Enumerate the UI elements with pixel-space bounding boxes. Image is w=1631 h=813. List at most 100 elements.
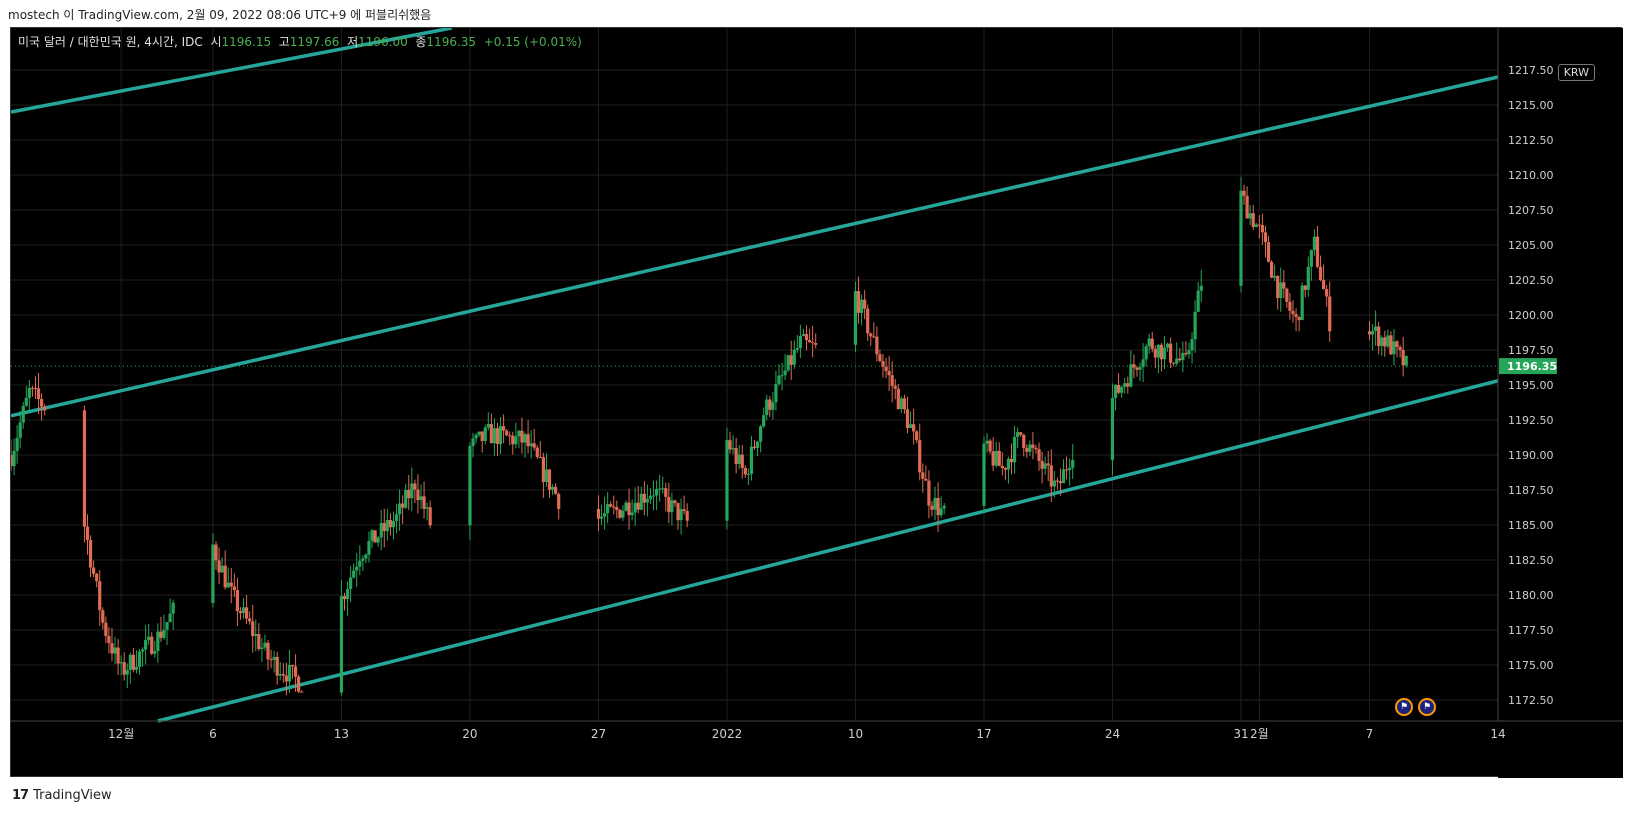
candle-down	[122, 662, 126, 675]
candle-down	[863, 299, 867, 309]
price-tick-label: 1180.00	[1508, 589, 1554, 602]
candle-down	[416, 489, 420, 501]
candle-down	[1049, 465, 1053, 487]
candle-down	[807, 340, 812, 343]
candle-down	[401, 503, 405, 508]
candle-down	[1297, 316, 1301, 321]
candle-up	[492, 428, 497, 444]
candle-up	[1006, 458, 1011, 470]
candle-up	[792, 349, 796, 365]
candle-down	[1132, 364, 1136, 368]
candle-up	[755, 441, 760, 448]
candle-up	[226, 582, 230, 588]
candle-down	[1288, 301, 1292, 311]
candle-up	[1279, 282, 1283, 299]
candle-down	[1266, 242, 1271, 262]
chart-area[interactable]: 1172.50 1175.00 1177.50 1180.00 1182.50 1185.…	[10, 27, 1623, 778]
candle-up	[1165, 343, 1170, 348]
candle-up	[771, 402, 775, 410]
candle-down	[878, 354, 882, 362]
candle-down	[1031, 444, 1035, 448]
candle-up	[15, 437, 19, 451]
candle-up	[1141, 359, 1145, 368]
candle-down	[734, 448, 738, 464]
candle-up	[859, 299, 864, 313]
candle-down	[257, 634, 261, 649]
candle-up	[621, 510, 625, 518]
candle-down	[110, 643, 114, 654]
candle-down	[244, 607, 249, 619]
candle-down	[1055, 480, 1060, 482]
candle-down	[673, 500, 677, 504]
candlestick-chart[interactable]: 1172.50 1175.00 1177.50 1180.00 1182.50 1185.…	[11, 28, 1623, 778]
candle-up	[679, 509, 683, 521]
candle-down	[547, 469, 552, 490]
publish-header: mostech 이 TradingView.com, 2월 09, 2022 0…	[8, 8, 432, 22]
symbol-legend: 미국 달러 / 대한민국 원, 4시간, IDC 시1196.15 고1197.…	[18, 33, 582, 50]
candle-up	[352, 570, 356, 578]
price-tick-label: 1185.00	[1508, 519, 1554, 532]
candle-up	[287, 665, 292, 682]
footer: 17 TradingView	[12, 788, 112, 803]
open-label: 시	[210, 35, 222, 49]
candle-up	[1147, 338, 1151, 347]
candle-down	[388, 520, 392, 528]
candle-up	[486, 423, 490, 428]
candle-up	[645, 499, 650, 503]
candle-down	[881, 361, 885, 367]
time-tick-label: 17	[976, 727, 991, 741]
us-event-flag-icon[interactable]: ⚑	[1395, 698, 1413, 716]
us-event-flag-icon-2[interactable]: ⚑	[1418, 698, 1436, 716]
candle-down	[266, 642, 270, 660]
candle-up	[477, 431, 481, 435]
high-label: 고	[278, 35, 290, 49]
candle-down	[685, 510, 689, 521]
candle-down	[918, 440, 922, 473]
candle-down	[768, 399, 772, 410]
currency-badge[interactable]: KRW	[1557, 64, 1595, 81]
candle-up	[1380, 337, 1384, 347]
candle-down	[1003, 468, 1007, 470]
candle-down	[667, 496, 671, 513]
candle-up	[1193, 311, 1197, 340]
change-value: +0.15 (+0.01%)	[483, 35, 582, 49]
candle-down	[159, 631, 163, 638]
candle-down	[887, 370, 891, 376]
candle-up	[165, 622, 169, 630]
tradingview-logo-icon: 17	[12, 788, 29, 803]
candle-up	[737, 454, 741, 464]
price-tick-label: 1200.00	[1508, 309, 1554, 322]
candle-down	[300, 691, 304, 693]
candle-down	[495, 428, 500, 445]
candle-down	[85, 526, 90, 541]
candle-down	[1367, 331, 1372, 335]
candle-down	[107, 636, 111, 644]
candle-up	[364, 554, 368, 559]
candle-up	[749, 446, 754, 475]
candle-up	[1156, 344, 1160, 358]
candle-down	[804, 334, 809, 341]
time-tick-label: 20	[462, 727, 477, 741]
candle-up	[394, 514, 399, 522]
candle-up	[780, 375, 784, 377]
candle-up	[777, 375, 781, 384]
candle-down	[229, 582, 233, 587]
candle-up	[514, 436, 518, 445]
candle-up	[731, 448, 735, 450]
candle-down	[872, 336, 876, 338]
candle-down	[407, 489, 411, 499]
time-tick-label: 13	[334, 727, 349, 741]
candle-down	[1159, 344, 1164, 360]
candle-up	[21, 405, 25, 423]
candle-down	[609, 504, 613, 507]
candle-up	[1129, 364, 1133, 387]
candle-down	[728, 440, 732, 450]
footer-brand[interactable]: TradingView	[33, 788, 112, 803]
candle-down	[811, 342, 815, 344]
candle-down	[924, 478, 928, 481]
candle-down	[489, 423, 493, 444]
candle-up	[1309, 250, 1313, 267]
candle-down	[1242, 190, 1246, 196]
candle-up	[425, 507, 429, 509]
candle-down	[1153, 349, 1157, 358]
